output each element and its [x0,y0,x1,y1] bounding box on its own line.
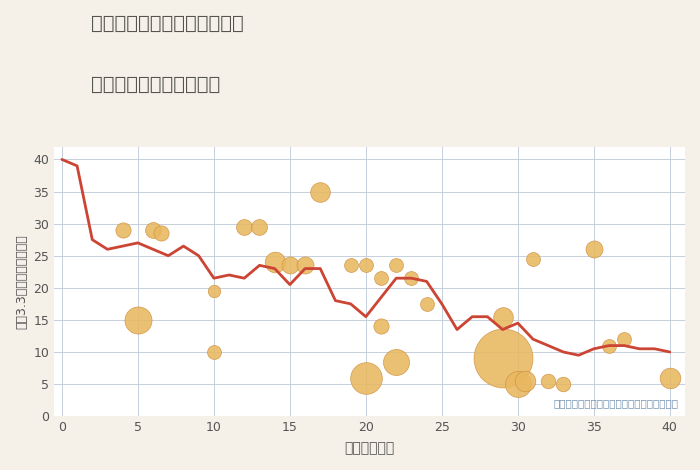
Point [375,322,386,330]
Point [209,287,220,295]
Point [300,262,311,269]
Point [619,336,630,343]
Point [603,342,615,349]
Point [527,255,538,263]
Point [558,380,569,388]
Y-axis label: 坪（3.3㎡）単価（万円）: 坪（3.3㎡）単価（万円） [15,234,28,329]
Point [254,223,265,231]
Point [132,316,144,324]
Point [520,377,531,384]
Point [239,223,250,231]
Text: 築年数別中古戸建て価格: 築年数別中古戸建て価格 [91,75,220,94]
Point [148,226,159,234]
Point [315,188,326,196]
Point [375,274,386,282]
Point [284,262,295,269]
Point [512,380,524,388]
Point [155,229,167,237]
Point [269,258,280,266]
Point [406,274,417,282]
Text: 岐阜県下呂市金山町大船渡の: 岐阜県下呂市金山町大船渡の [91,14,244,33]
Point [360,262,372,269]
Point [664,374,676,382]
Point [360,374,372,382]
Point [497,355,508,362]
Point [117,226,128,234]
Point [542,377,554,384]
Point [588,245,599,253]
Point [345,262,356,269]
Point [209,348,220,356]
Point [421,300,432,308]
X-axis label: 築年数（年）: 築年数（年） [344,441,395,455]
Point [497,313,508,321]
Point [391,262,402,269]
Point [391,358,402,365]
Text: 円の大きさは、取引のあった物件面積を示す: 円の大きさは、取引のあった物件面積を示す [554,398,679,408]
